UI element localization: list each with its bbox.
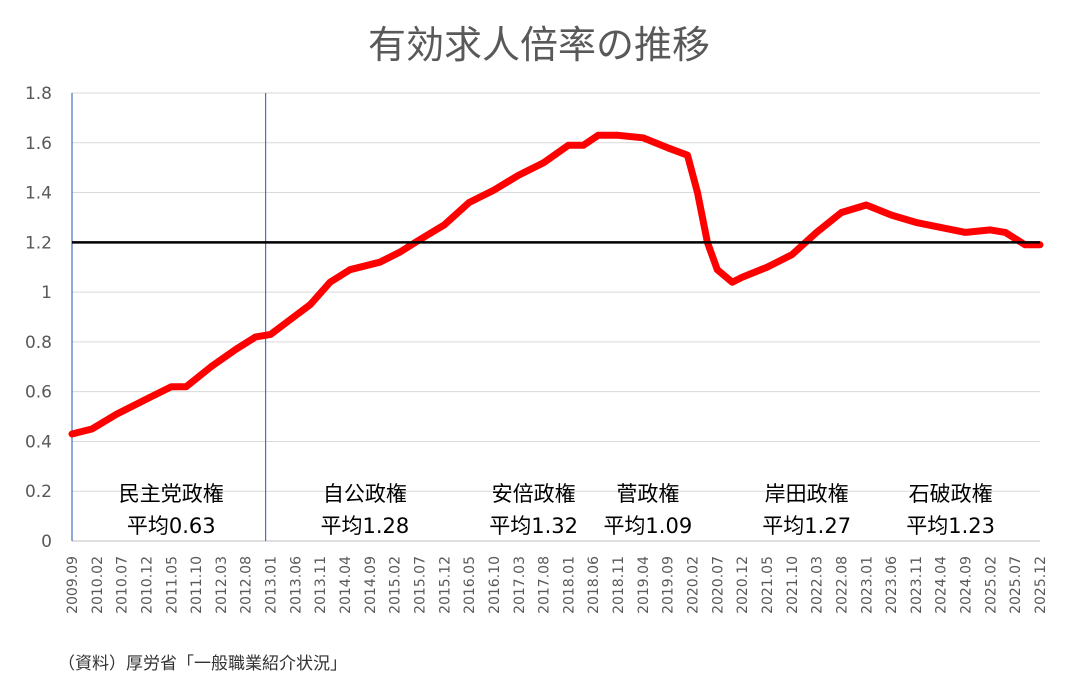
- era-average-label: 平均1.32: [489, 514, 578, 538]
- era-average-label: 平均1.27: [762, 514, 851, 538]
- era-name-label: 自公政権: [323, 482, 407, 506]
- era-name-label: 民主党政権: [119, 482, 224, 506]
- y-tick-label: 1.4: [25, 184, 52, 204]
- x-tick-label: 2014.04: [338, 556, 354, 614]
- x-tick-label: 2020.07: [710, 556, 726, 614]
- y-tick-label: 0.6: [25, 383, 52, 403]
- era-name-label: 岸田政権: [765, 482, 849, 506]
- x-tick-label: 2011.05: [164, 556, 180, 614]
- x-tick-label: 2016.05: [462, 556, 478, 614]
- x-tick-label: 2010.02: [90, 556, 106, 614]
- x-tick-label: 2018.06: [586, 556, 602, 614]
- x-tick-label: 2023.11: [909, 556, 925, 614]
- x-tick-label: 2025.07: [1008, 556, 1024, 614]
- x-tick-label: 2020.12: [735, 556, 751, 614]
- x-tick-label: 2017.03: [512, 556, 528, 614]
- x-tick-label: 2014.09: [363, 556, 379, 614]
- x-tick-label: 2021.05: [760, 556, 776, 614]
- x-tick-label: 2025.12: [1033, 556, 1049, 614]
- x-tick-label: 2018.01: [561, 556, 577, 614]
- era-dividers: [71, 93, 267, 541]
- x-tick-label: 2024.09: [959, 556, 975, 614]
- x-tick-label: 2015.07: [412, 556, 428, 614]
- x-tick-label: 2024.04: [934, 556, 950, 614]
- x-tick-label: 2023.01: [859, 556, 875, 614]
- era-name-label: 石破政権: [909, 482, 993, 506]
- series-line: [68, 131, 1044, 438]
- x-tick-label: 2011.10: [189, 556, 205, 614]
- y-tick-label: 0.2: [25, 482, 52, 502]
- y-tick-label: 1.2: [25, 233, 52, 253]
- x-tick-label: 2019.04: [636, 556, 652, 614]
- x-tick-label: 2016.10: [487, 556, 503, 614]
- era-average-label: 平均1.23: [906, 514, 995, 538]
- y-tick-label: 1.8: [25, 84, 52, 104]
- x-tick-label: 2013.01: [264, 556, 280, 614]
- x-tick-label: 2021.10: [785, 556, 801, 614]
- series-group: [68, 131, 1044, 438]
- x-tick-label: 2010.07: [115, 556, 131, 614]
- x-axis: 2009.09 2010.02 2010.07 2010.12 2011.05 2011.…: [65, 556, 1049, 614]
- chart-title: 有効求人倍率の推移: [368, 23, 710, 67]
- x-tick-label: 2017.08: [537, 556, 553, 614]
- x-tick-label: 2018.11: [611, 556, 627, 614]
- y-tick-label: 1.6: [25, 134, 52, 154]
- era-name-label: 菅政権: [616, 482, 679, 506]
- x-tick-label: 2012.03: [214, 556, 230, 614]
- x-tick-label: 2022.08: [834, 556, 850, 614]
- x-tick-label: 2019.09: [661, 556, 677, 614]
- x-tick-label: 2025.02: [983, 556, 999, 614]
- era-average-label: 平均1.09: [603, 514, 692, 538]
- era-average-label: 平均0.63: [127, 514, 216, 538]
- y-tick-label: 0.4: [25, 432, 52, 452]
- x-tick-label: 2012.08: [239, 556, 255, 614]
- y-tick-label: 1: [41, 283, 52, 303]
- x-tick-label: 2015.02: [388, 556, 404, 614]
- x-tick-label: 2020.02: [686, 556, 702, 614]
- y-tick-label: 0.8: [25, 333, 52, 353]
- y-tick-label: 0: [41, 532, 52, 552]
- era-average-label: 平均1.28: [320, 514, 409, 538]
- x-tick-label: 2015.12: [437, 556, 453, 614]
- x-tick-label: 2023.06: [884, 556, 900, 614]
- x-tick-label: 2022.03: [810, 556, 826, 614]
- x-tick-label: 2009.09: [65, 556, 81, 614]
- source-note: （資料）厚労省「一般職業紹介状況」: [58, 654, 347, 674]
- y-axis: 0 0.2 0.4 0.6 0.8 1 1.2 1.4 1.6 1.8: [25, 84, 52, 552]
- grid: [72, 92, 1040, 542]
- x-tick-label: 2013.06: [288, 556, 304, 614]
- x-tick-label: 2013.11: [313, 556, 329, 614]
- x-tick-label: 2010.12: [139, 556, 155, 614]
- era-name-label: 安倍政権: [492, 482, 576, 506]
